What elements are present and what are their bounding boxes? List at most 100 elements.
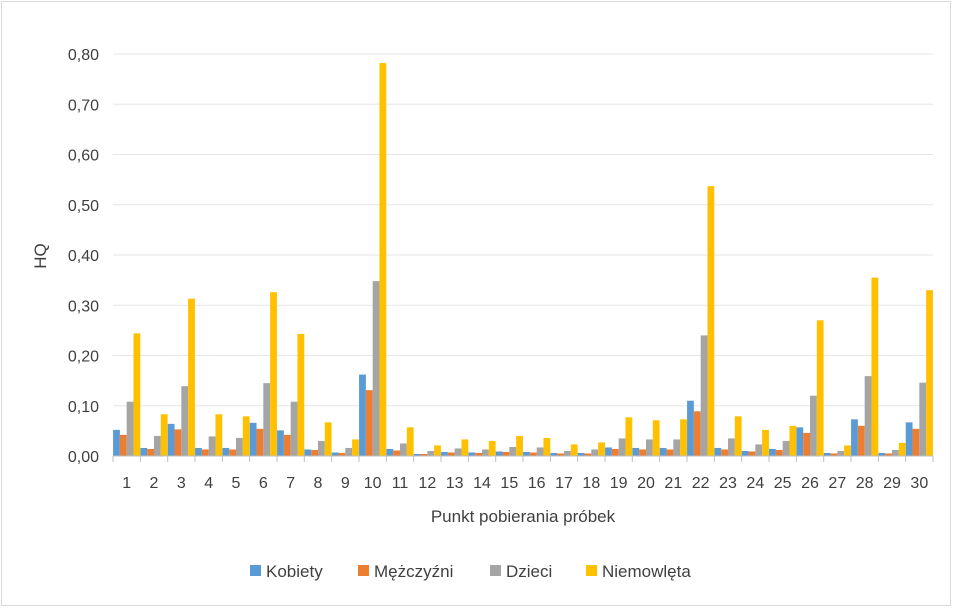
bar-mężczyźni-25 [775, 449, 783, 456]
bar-kobiety-20 [632, 447, 640, 456]
bar-mężczyźni-30 [912, 428, 920, 456]
bar-dzieci-22 [700, 335, 708, 456]
bar-mężczyźni-8 [311, 449, 318, 456]
bar-mężczyźni-15 [502, 451, 510, 456]
x-tick-label: 29 [883, 475, 901, 492]
bar-mężczyźni-1 [119, 434, 127, 456]
x-tick-label: 2 [150, 475, 159, 492]
x-axis-tick-marks [112, 456, 934, 462]
bar-dzieci-12 [427, 450, 435, 456]
bar-kobiety-25 [769, 448, 776, 456]
x-tick-label: 17 [555, 475, 573, 492]
bar-kobiety-15 [495, 451, 503, 456]
bar-kobiety-8 [304, 449, 312, 456]
bar-dzieci-18 [591, 449, 599, 456]
x-tick-label: 26 [801, 475, 819, 492]
bar-kobiety-1 [113, 429, 120, 456]
x-axis-tick-labels: 1 2 3 4 5 6 7 8 9 10 11 12 13 14 15 16 17 18 19 20 21 22 23 24 2… [122, 475, 928, 492]
y-tick-label: 0,00 [68, 449, 99, 466]
bar-dzieci-27 [837, 450, 845, 456]
bar-dzieci-28 [864, 376, 872, 456]
bar-niemowlęta-28 [871, 277, 879, 456]
legend-swatch-dzieci [490, 565, 501, 576]
bar-dzieci-7 [290, 401, 298, 456]
legend-swatch-niemowlęta [586, 565, 597, 576]
y-axis-tick-labels: 0,00 0,10 0,20 0,30 0,40 0,50 0,60 0,70 0,80 [68, 47, 99, 466]
bar-niemowlęta-16 [543, 437, 551, 456]
bar-mężczyźni-19 [611, 448, 619, 456]
bar-kobiety-21 [659, 447, 667, 456]
bar-kobiety-27 [823, 452, 831, 456]
x-tick-label: 28 [856, 475, 874, 492]
y-tick-label: 0,30 [68, 298, 99, 315]
x-tick-label: 21 [664, 475, 682, 492]
bar-niemowlęta-8 [324, 422, 332, 456]
y-tick-label: 0,60 [68, 148, 99, 165]
bars [113, 63, 933, 456]
bar-niemowlęta-10 [379, 63, 387, 456]
bar-mężczyźni-2 [147, 448, 154, 456]
bar-kobiety-13 [441, 451, 448, 456]
bar-dzieci-30 [919, 382, 927, 456]
x-tick-label: 25 [774, 475, 792, 492]
x-tick-label: 3 [177, 475, 186, 492]
bar-mężczyźni-16 [529, 452, 537, 456]
bar-kobiety-3 [167, 423, 175, 456]
legend-label-kobiety: Kobiety [266, 562, 323, 581]
bar-dzieci-19 [618, 438, 626, 456]
bar-dzieci-29 [892, 449, 899, 456]
y-tick-label: 0,40 [68, 248, 99, 265]
bar-mężczyźni-23 [721, 449, 728, 456]
bar-mężczyźni-6 [256, 428, 264, 456]
bar-mężczyźni-29 [885, 453, 892, 456]
bar-kobiety-6 [249, 422, 257, 456]
bar-niemowlęta-1 [133, 333, 141, 456]
bar-mężczyźni-18 [584, 453, 592, 456]
x-tick-label: 22 [692, 475, 710, 492]
bar-mężczyźni-9 [338, 452, 346, 456]
y-axis-title: HQ [31, 243, 50, 269]
bar-niemowlęta-19 [625, 417, 633, 456]
x-tick-label: 18 [582, 475, 600, 492]
bar-dzieci-5 [236, 437, 243, 456]
legend-label-niemowlęta: Niemowlęta [602, 562, 691, 581]
legend-label-mężczyźni: Mężczyźni [374, 562, 453, 581]
bar-kobiety-29 [878, 452, 886, 456]
bar-kobiety-18 [577, 452, 585, 456]
bar-niemowlęta-11 [406, 427, 414, 456]
x-tick-label: 9 [341, 475, 350, 492]
bar-niemowlęta-24 [762, 429, 769, 456]
bar-niemowlęta-6 [270, 292, 277, 456]
bar-mężczyźni-3 [174, 429, 182, 456]
bar-niemowlęta-29 [898, 442, 906, 456]
bar-dzieci-24 [755, 444, 763, 456]
x-tick-label: 30 [910, 475, 928, 492]
x-tick-label: 14 [473, 475, 491, 492]
bar-dzieci-11 [400, 443, 407, 456]
bar-mężczyźni-14 [475, 452, 482, 456]
x-tick-label: 6 [259, 475, 268, 492]
bar-dzieci-3 [181, 386, 189, 456]
bar-dzieci-25 [782, 440, 790, 456]
x-tick-label: 5 [232, 475, 241, 492]
legend-swatch-kobiety [250, 565, 261, 576]
y-tick-label: 0,50 [68, 198, 99, 215]
x-tick-label: 24 [746, 475, 764, 492]
bar-kobiety-7 [277, 430, 284, 456]
x-tick-label: 27 [828, 475, 846, 492]
bar-niemowlęta-20 [652, 420, 660, 456]
bar-mężczyźni-20 [639, 449, 646, 456]
bar-niemowlęta-3 [188, 298, 195, 456]
bar-dzieci-26 [810, 395, 817, 456]
bar-dzieci-20 [646, 439, 653, 456]
bar-niemowlęta-22 [707, 186, 715, 456]
bar-mężczyźni-26 [803, 432, 810, 456]
bar-dzieci-14 [482, 449, 489, 456]
bar-niemowlęta-15 [516, 435, 523, 456]
bar-mężczyźni-11 [393, 450, 400, 456]
bar-mężczyźni-12 [420, 453, 428, 456]
gridlines [113, 53, 933, 407]
bar-niemowlęta-18 [598, 442, 605, 456]
